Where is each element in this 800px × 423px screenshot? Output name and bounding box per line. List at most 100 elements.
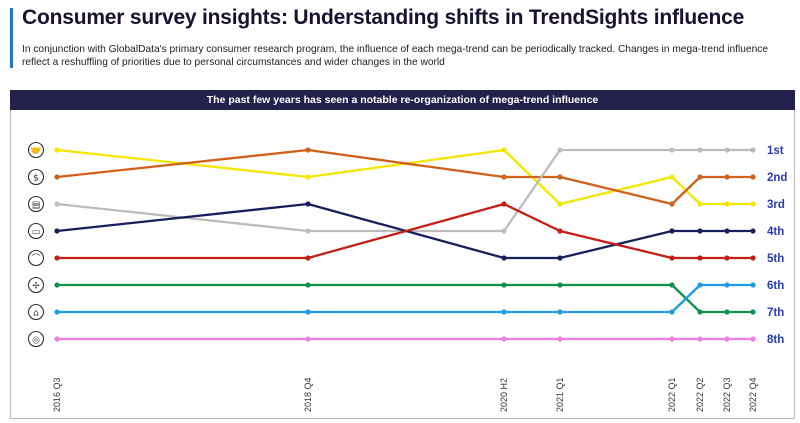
data-point — [54, 174, 60, 180]
data-point — [501, 174, 507, 180]
series-line — [56, 148, 753, 206]
dollar-coin-icon: $ — [27, 168, 45, 186]
icon-glyph: 🤝 — [30, 147, 41, 157]
icon-glyph: ⌒ — [31, 254, 40, 265]
rank-label-7: 7th — [767, 307, 784, 319]
data-point — [724, 174, 730, 180]
data-point — [305, 282, 311, 288]
series-line — [57, 283, 753, 314]
icon-ring — [27, 276, 45, 294]
data-point — [669, 282, 675, 288]
data-point — [557, 309, 563, 315]
icon-ring — [27, 303, 45, 321]
data-point — [305, 309, 311, 315]
icon-glyph: ✢ — [32, 282, 40, 292]
data-point — [724, 228, 730, 234]
icon-ring — [27, 249, 45, 267]
x-tick-label: 2022 Q2 — [695, 377, 705, 412]
data-point — [697, 201, 703, 207]
series-line — [56, 148, 753, 233]
data-point — [557, 336, 563, 342]
series-6 — [54, 282, 756, 315]
data-point — [501, 147, 507, 153]
data-point — [724, 255, 730, 261]
data-point — [501, 201, 507, 207]
rank-label-1: 1st — [767, 145, 784, 157]
data-point — [54, 336, 60, 342]
chart-title-banner: The past few years has seen a notable re… — [10, 90, 795, 110]
data-point — [750, 255, 756, 261]
data-point — [501, 255, 507, 261]
icon-glyph: ▭ — [32, 228, 41, 238]
data-point — [697, 228, 703, 234]
series-7 — [54, 282, 756, 315]
handshake-icon: 🤝 — [27, 141, 45, 159]
data-point — [557, 147, 563, 153]
id-card-icon: ▭ — [27, 222, 45, 240]
data-point — [501, 282, 507, 288]
series-5 — [54, 201, 756, 261]
data-point — [557, 282, 563, 288]
data-point — [750, 336, 756, 342]
icon-ring — [27, 168, 45, 186]
series-line — [57, 202, 753, 260]
data-point — [750, 201, 756, 207]
data-point — [501, 336, 507, 342]
page-title: Consumer survey insights: Understanding … — [22, 6, 745, 29]
data-point — [54, 147, 60, 153]
data-point — [305, 147, 311, 153]
data-point — [669, 228, 675, 234]
icon-ring — [27, 195, 45, 213]
data-point — [724, 309, 730, 315]
data-point — [697, 309, 703, 315]
data-point — [669, 201, 675, 207]
series-line — [56, 148, 753, 206]
data-point — [305, 201, 311, 207]
data-point — [305, 255, 311, 261]
data-point — [501, 309, 507, 315]
page-subtitle: In conjunction with GlobalData's primary… — [22, 44, 769, 68]
data-point — [305, 174, 311, 180]
rank-label-2: 2nd — [767, 172, 787, 184]
series-3 — [54, 147, 756, 234]
data-point — [669, 336, 675, 342]
x-tick-label: 2020 H2 — [499, 378, 509, 412]
data-point — [669, 309, 675, 315]
series-8 — [54, 336, 756, 342]
data-point — [697, 147, 703, 153]
data-point — [750, 309, 756, 315]
wind-turbine-icon: ✢ — [27, 276, 45, 294]
chart-frame — [10, 90, 795, 419]
data-point — [54, 255, 60, 261]
data-point — [750, 228, 756, 234]
icon-ring — [27, 222, 45, 240]
data-point — [54, 201, 60, 207]
x-tick-label: 2022 Q4 — [748, 377, 758, 412]
title-accent-bar — [10, 8, 13, 68]
series-line — [57, 283, 753, 314]
rank-label-6: 6th — [767, 280, 784, 292]
icon-ring — [27, 141, 45, 159]
icon-glyph: $ — [33, 174, 39, 184]
data-point — [697, 255, 703, 261]
icon-ring — [27, 330, 45, 348]
data-point — [724, 282, 730, 288]
data-point — [669, 174, 675, 180]
rank-label-3: 3rd — [767, 199, 785, 211]
data-point — [557, 255, 563, 261]
icon-glyph: ◎ — [32, 336, 40, 346]
rank-label-8: 8th — [767, 334, 784, 346]
icon-glyph: ▤ — [32, 201, 41, 211]
factory-icon: ⌂ — [27, 303, 45, 321]
data-point — [501, 228, 507, 234]
data-point — [557, 201, 563, 207]
data-point — [697, 336, 703, 342]
x-tick-label: 2022 Q1 — [667, 377, 677, 412]
rank-label-5: 5th — [767, 253, 784, 265]
globe-icon: ◎ — [27, 330, 45, 348]
data-point — [724, 336, 730, 342]
clipboard-icon: ▤ — [27, 195, 45, 213]
data-point — [557, 174, 563, 180]
data-point — [697, 174, 703, 180]
